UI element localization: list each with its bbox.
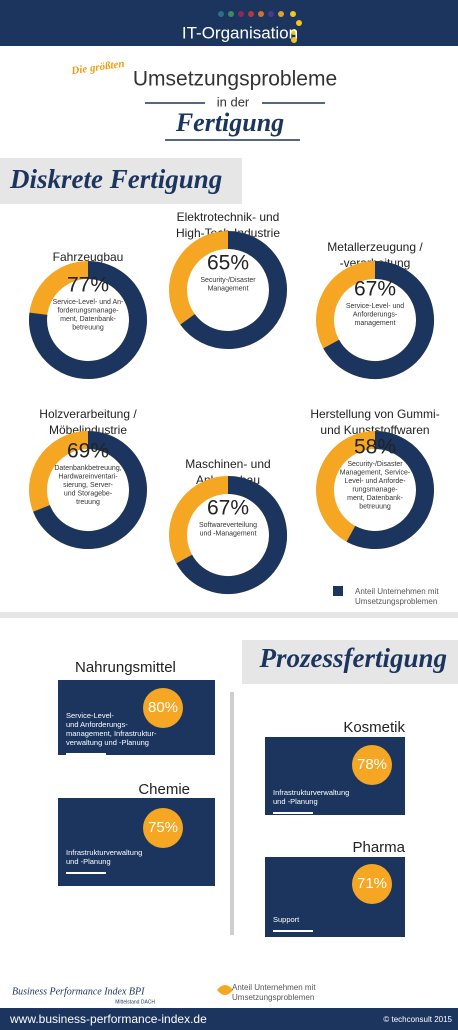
- item-desc: sierung, Server-: [63, 482, 113, 489]
- value-label: 58%: [354, 436, 396, 459]
- item-desc: Hardwareinventari-: [58, 473, 118, 480]
- value-label: 71%: [357, 875, 387, 892]
- item-name: und Kunststoffwaren: [320, 423, 429, 437]
- item-name: Möbelindustrie: [49, 423, 127, 437]
- item-desc: Management: [208, 285, 249, 292]
- item-name: Elektrotechnik- und: [177, 210, 280, 224]
- donut-arc: [33, 431, 147, 549]
- section-band: [0, 158, 242, 204]
- item-desc: ment, Datenbank-: [347, 495, 403, 502]
- value-label: 77%: [67, 274, 109, 297]
- item-desc: und Storagebe-: [64, 490, 113, 497]
- donut-arc: [323, 261, 434, 379]
- item-desc: Management, Service-: [340, 469, 411, 476]
- item-desc: forderungsmanage-: [57, 307, 119, 314]
- donut-arc: [29, 261, 147, 379]
- item-desc: Service-Level- und: [346, 303, 404, 310]
- item-desc: und -Planung: [273, 797, 318, 806]
- item-desc: und -Management: [200, 530, 257, 537]
- donut-arc: [176, 476, 287, 594]
- item-name: Kosmetik: [343, 719, 405, 736]
- value-label: 80%: [148, 699, 178, 716]
- item-desc: management: [355, 320, 396, 327]
- item-desc: betreuung: [359, 503, 391, 510]
- value-label: 67%: [354, 278, 396, 301]
- separator: [0, 612, 458, 618]
- item-desc: betreuung: [72, 324, 104, 331]
- item-desc: Softwareverteilung: [199, 522, 257, 529]
- footer-url: www.business-performance-index.de: [9, 1012, 207, 1026]
- header-title: IT-Organisation: [182, 23, 298, 42]
- item-desc: treuung: [76, 499, 100, 506]
- value-label: 65%: [207, 252, 249, 275]
- item-desc: Service-Level-: [66, 711, 114, 720]
- legend-label: Anteil Unternehmen mit: [355, 587, 439, 596]
- headline-mid: in der: [217, 94, 250, 109]
- item-desc: Security-/Disaster: [200, 277, 256, 284]
- item-name: Maschinen- und: [185, 457, 270, 471]
- item-name: Herstellung von Gummi-: [310, 407, 439, 421]
- item-desc: rungsmanage-: [352, 486, 398, 493]
- section-title: Prozessfertigung: [258, 643, 447, 673]
- value-badge: [143, 808, 183, 848]
- donut-arc: [180, 231, 287, 349]
- section-band: [242, 640, 458, 684]
- item-desc: Security-/Disaster: [347, 461, 403, 468]
- item-name: Nahrungsmittel: [75, 659, 176, 676]
- headline-last: Fertigung: [175, 108, 284, 137]
- item-desc: Infrastrukturverwaltung: [273, 788, 349, 797]
- item-desc: und -Planung: [66, 857, 111, 866]
- headline-main: Umsetzungsprobleme: [133, 68, 337, 91]
- legend-swatch: [333, 586, 343, 596]
- legend-label: Anteil Unternehmen mit: [232, 983, 316, 992]
- item-desc: Support: [273, 915, 300, 924]
- item-name: Metallerzeugung /: [327, 240, 423, 254]
- legend-label: Umsetzungsproblemen: [355, 597, 437, 606]
- footer-sub: Mittelstand DACH: [115, 999, 155, 1005]
- item-desc: Level- und Anforde-: [344, 478, 406, 485]
- value-label: 67%: [207, 497, 249, 520]
- value-badge: [352, 745, 392, 785]
- item-desc: Anforderungs-: [353, 311, 398, 318]
- legend-swatch: [217, 985, 233, 995]
- footer-copyright: © techconsult 2015: [383, 1015, 452, 1024]
- value-label: 69%: [67, 440, 109, 463]
- item-desc: und Anforderungs-: [66, 720, 128, 729]
- item-name: Fahrzeugbau: [53, 250, 124, 264]
- item-name: Pharma: [352, 839, 405, 856]
- section-title: Diskrete Fertigung: [9, 164, 222, 194]
- value-badge: [352, 864, 392, 904]
- card: [58, 680, 215, 755]
- item-desc: Service-Level- und An-: [53, 299, 124, 306]
- item-desc: verwaltung und -Planung: [66, 738, 149, 747]
- footer-band: [0, 1008, 458, 1030]
- value-badge: [143, 688, 183, 728]
- item-desc: Datenbankbetreuung,: [54, 465, 121, 472]
- legend-label: Umsetzungsproblemen: [232, 993, 314, 1002]
- item-name: Holzverarbeitung /: [39, 407, 137, 421]
- card: [58, 798, 215, 886]
- item-desc: ment, Datenbank-: [60, 316, 116, 323]
- item-desc: management, Infrastruktur-: [66, 729, 157, 738]
- value-label: 75%: [148, 819, 178, 836]
- item-name: Chemie: [138, 781, 190, 798]
- header-band: [0, 0, 458, 46]
- item-desc: Infrastrukturverwaltung: [66, 848, 142, 857]
- header-dots: [218, 11, 302, 43]
- donut-arc: [346, 431, 434, 549]
- footer-brand: Business Performance Index BPI: [12, 986, 145, 997]
- value-label: 78%: [357, 756, 387, 773]
